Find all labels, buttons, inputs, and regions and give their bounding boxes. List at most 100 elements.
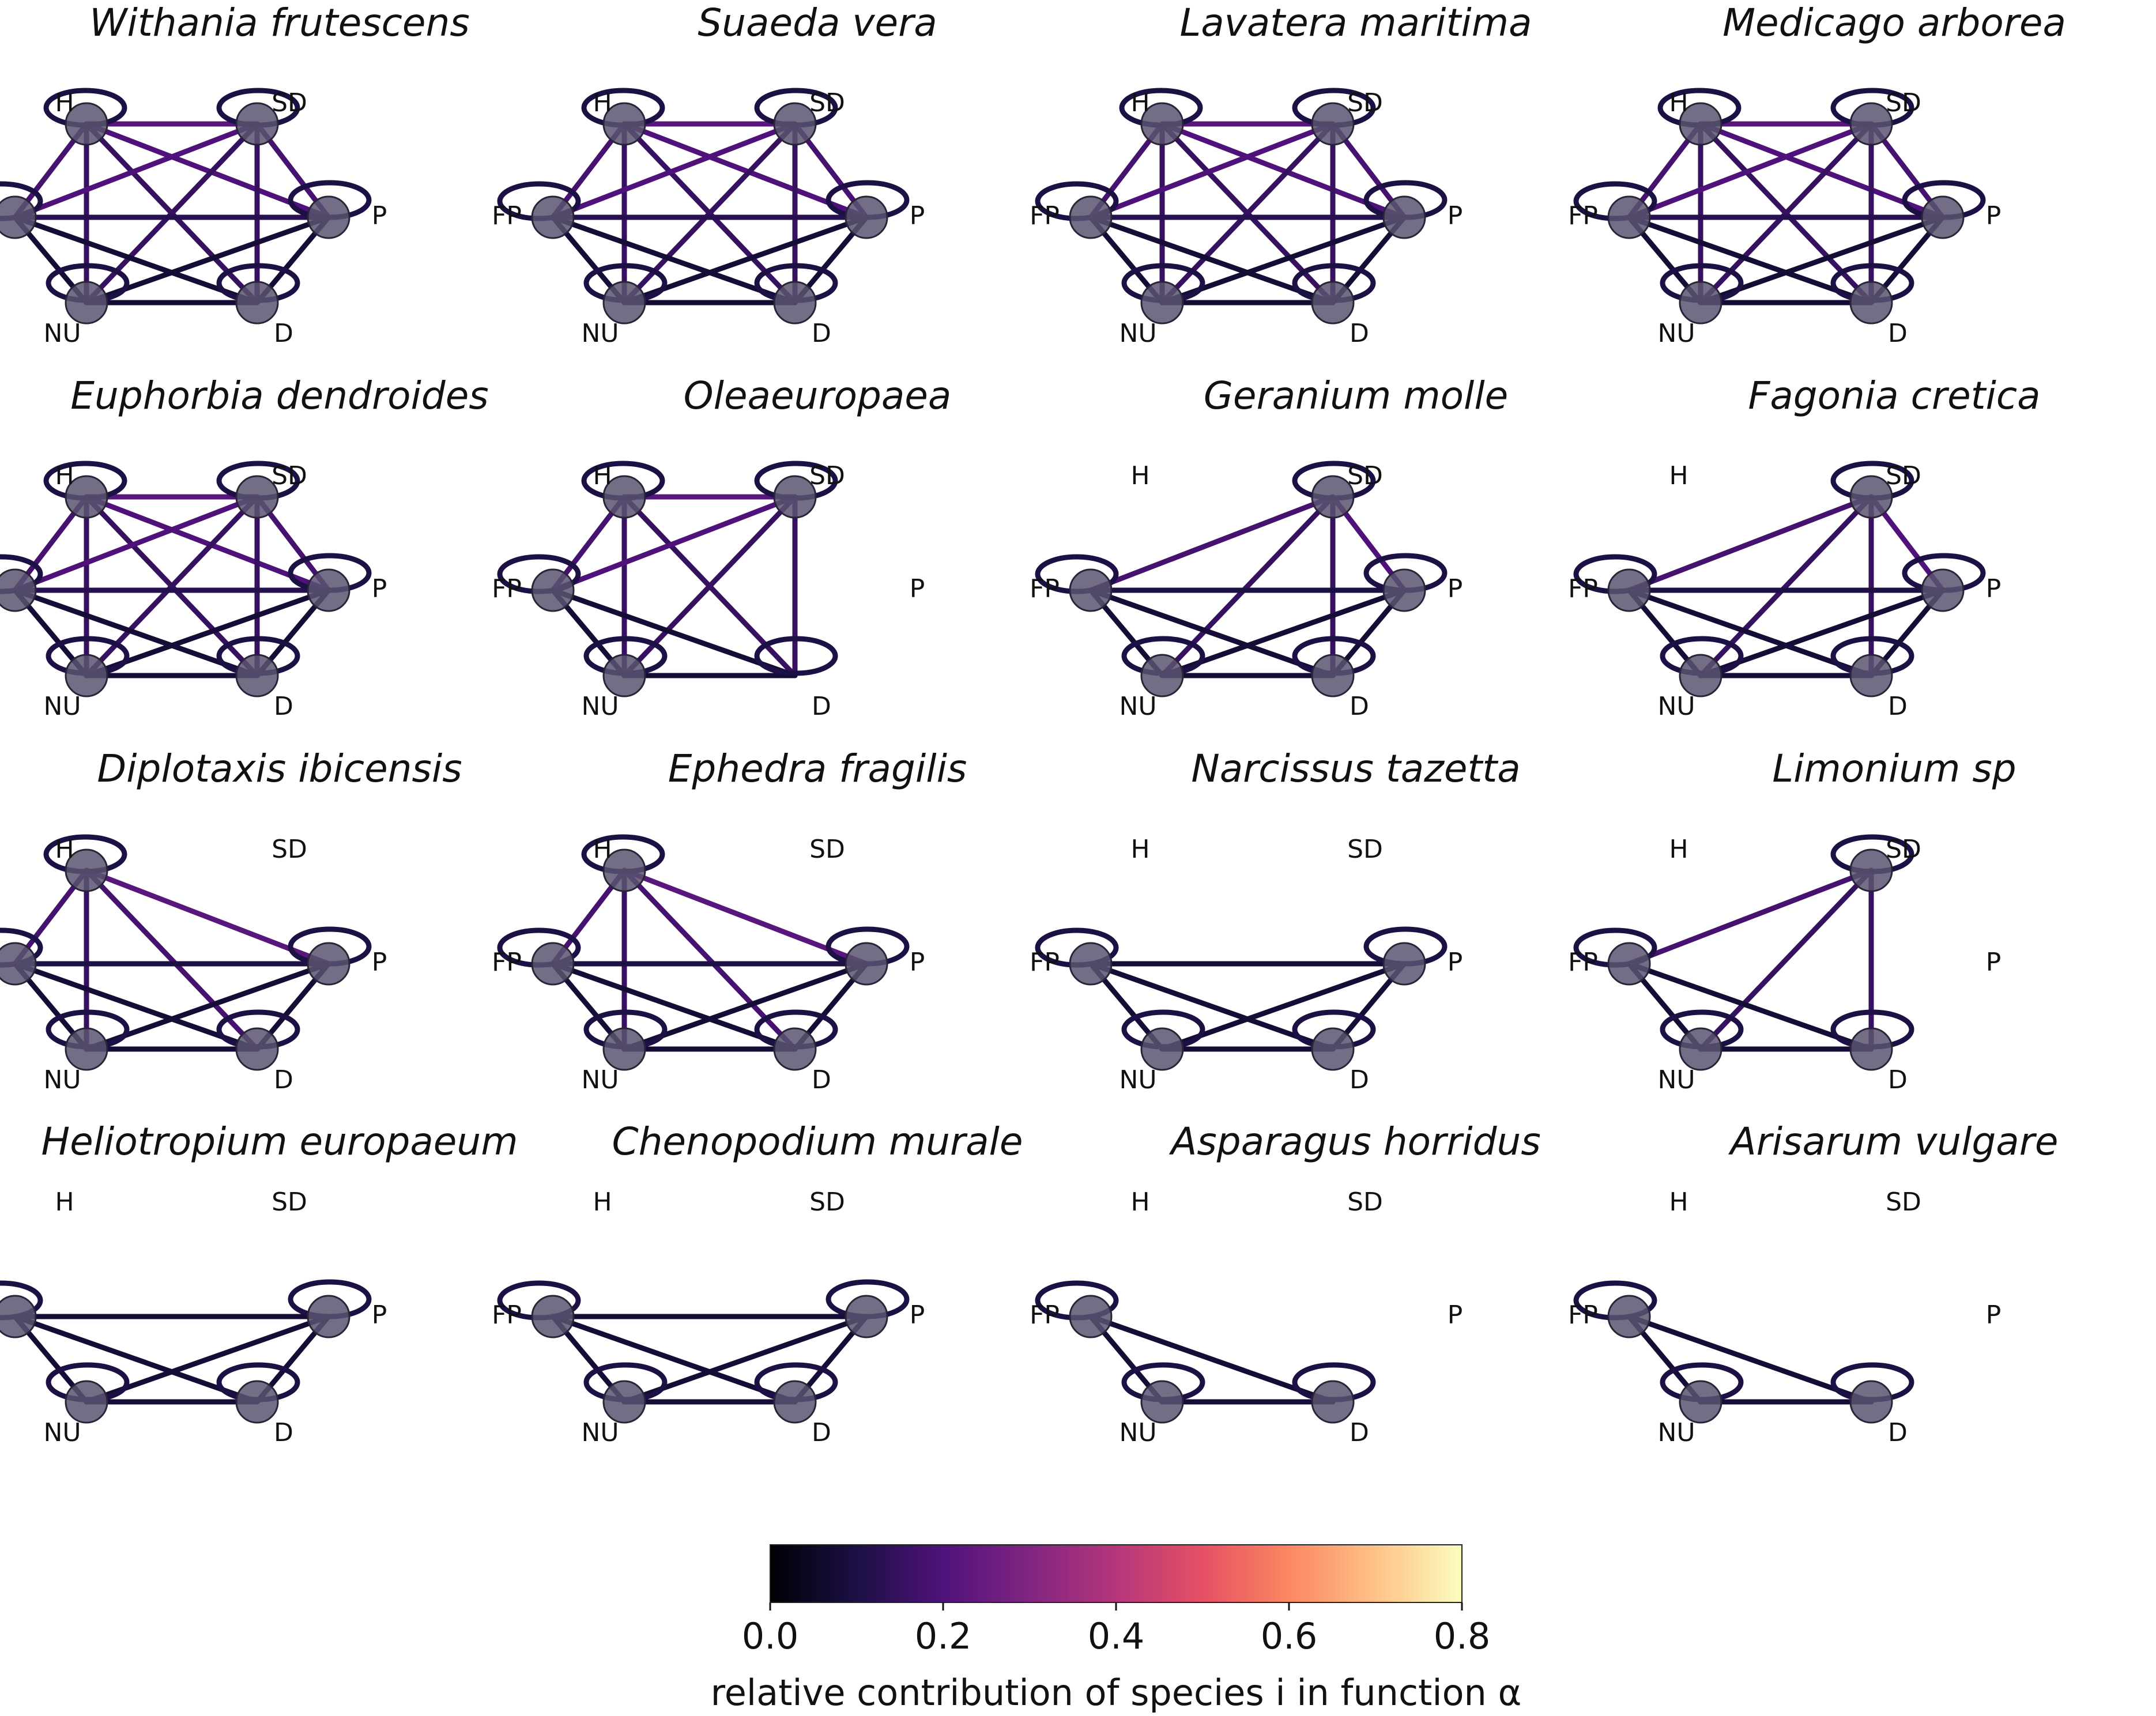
edge-SD-NU bbox=[1159, 494, 1336, 678]
panel-euphorbia-dendroides: Euphorbia dendroidesHSDFPPNUD bbox=[0, 374, 489, 721]
node-label-H: H bbox=[593, 1187, 612, 1217]
edge-SD-FP bbox=[1626, 494, 1874, 593]
node-label-SD: SD bbox=[1347, 835, 1383, 864]
node-SD bbox=[773, 102, 817, 146]
network-panels: Withania frutescens H SD FP P NU D Suaeda vera H… bbox=[0, 1, 2066, 1447]
node-NU bbox=[1679, 654, 1722, 697]
node-label-NU: NU bbox=[581, 1418, 619, 1447]
node-NU bbox=[1679, 1380, 1722, 1424]
node-label-H: H bbox=[1669, 1187, 1688, 1217]
node-label-FP: FP bbox=[492, 574, 522, 604]
node-H bbox=[1140, 102, 1184, 146]
edge-FP-D bbox=[1626, 214, 1874, 306]
node-label-P: P bbox=[372, 574, 387, 604]
node-FP bbox=[0, 1295, 37, 1338]
edge-FP-D bbox=[1088, 961, 1336, 1052]
node-label-H: H bbox=[593, 88, 612, 118]
node-label-FP: FP bbox=[1568, 1300, 1598, 1330]
node-SD bbox=[235, 475, 279, 519]
panel-withania-frutescens: Withania frutescensHSDFPPNUD bbox=[0, 1, 470, 348]
panel-narcissus-tazetta: Narcissus tazetta H SD FP P NU D bbox=[1030, 746, 1521, 1095]
edge-SD-FP bbox=[1626, 121, 1874, 220]
node-label-NU: NU bbox=[43, 692, 81, 721]
node-label-NU: NU bbox=[1657, 1065, 1695, 1095]
node-label-SD: SD bbox=[272, 88, 307, 118]
panel-title: Medicago arborea bbox=[1722, 1, 2066, 45]
node-label-D: D bbox=[1888, 319, 1908, 348]
edge-FP-D bbox=[550, 961, 798, 1052]
panel-title: Geranium molle bbox=[1204, 374, 1509, 418]
node-NU bbox=[65, 1380, 108, 1424]
node-D bbox=[1311, 1380, 1355, 1424]
node-label-D: D bbox=[812, 692, 831, 721]
node-FP bbox=[0, 195, 37, 239]
edge-FP-D bbox=[1088, 1314, 1336, 1405]
node-label-SD: SD bbox=[1886, 88, 1921, 118]
node-H bbox=[602, 475, 646, 519]
panel-arisarum-vulgare: Arisarum vulgare H SD FP P NU D bbox=[1568, 1119, 2058, 1447]
panel-title: Asparagus horridus bbox=[1169, 1119, 1540, 1164]
node-label-D: D bbox=[1350, 692, 1369, 721]
node-NU bbox=[1140, 1380, 1184, 1424]
node-label-FP: FP bbox=[1030, 1300, 1060, 1330]
node-FP bbox=[0, 568, 37, 612]
edge-SD-FP bbox=[1626, 868, 1874, 967]
node-D bbox=[773, 1027, 817, 1071]
colorbar-ticks: 0.0 0.2 0.4 0.6 0.8 bbox=[742, 1602, 1490, 1657]
colorbar: 0.0 0.2 0.4 0.6 0.8 relative contribution of… bbox=[711, 1544, 1521, 1714]
edge-FP-D bbox=[1088, 587, 1336, 678]
node-label-NU: NU bbox=[43, 1065, 81, 1095]
node-label-FP: FP bbox=[492, 201, 522, 231]
node-label-H: H bbox=[1130, 835, 1149, 864]
node-H bbox=[65, 475, 108, 519]
edge-SD-FP bbox=[12, 121, 260, 220]
node-label-P: P bbox=[1448, 1300, 1463, 1330]
node-label-D: D bbox=[1888, 1065, 1908, 1095]
edge-FP-D bbox=[550, 587, 798, 678]
edge-FP-D bbox=[1626, 587, 1874, 678]
node-label-H: H bbox=[55, 1187, 74, 1217]
node-label-NU: NU bbox=[581, 319, 619, 348]
node-label-P: P bbox=[1986, 948, 2002, 977]
node-label-SD: SD bbox=[272, 835, 307, 864]
node-FP bbox=[531, 942, 575, 986]
panel-title: Fagonia cretica bbox=[1748, 374, 2040, 418]
node-label-P: P bbox=[910, 948, 925, 977]
node-P bbox=[1921, 568, 1965, 612]
node-label-SD: SD bbox=[272, 461, 307, 491]
edge-FP-D bbox=[12, 214, 260, 306]
node-label-D: D bbox=[1350, 1418, 1369, 1447]
node-P bbox=[307, 568, 350, 612]
node-label-H: H bbox=[1669, 835, 1688, 864]
node-label-FP: FP bbox=[1030, 574, 1060, 604]
panel-geranium-molle: Geranium molle H SD FP P NU D bbox=[1030, 374, 1508, 721]
node-D bbox=[1311, 1027, 1355, 1071]
node-label-H: H bbox=[1130, 88, 1149, 118]
panel-title: Suaeda vera bbox=[698, 1, 937, 45]
node-label-D: D bbox=[274, 1065, 293, 1095]
edge-SD-FP bbox=[12, 494, 260, 593]
node-label-H: H bbox=[1130, 1187, 1149, 1217]
node-FP bbox=[1607, 195, 1651, 239]
panel-title: Arisarum vulgare bbox=[1728, 1119, 2059, 1164]
panel-title: Limonium sp bbox=[1772, 746, 2016, 791]
node-P bbox=[845, 1295, 888, 1338]
colorbar-tick-label: 0.6 bbox=[1261, 1615, 1318, 1657]
node-label-SD: SD bbox=[809, 461, 845, 491]
node-label-FP: FP bbox=[1568, 201, 1598, 231]
panel-title: Ephedra fragilis bbox=[668, 746, 967, 791]
node-label-P: P bbox=[910, 1300, 925, 1330]
node-FP bbox=[1069, 942, 1113, 986]
node-label-P: P bbox=[1448, 948, 1463, 977]
node-NU bbox=[602, 654, 646, 697]
node-label-SD: SD bbox=[1886, 835, 1921, 864]
node-FP bbox=[1069, 1295, 1113, 1338]
panel-oleaeuropaea: Oleaeuropaea H SD FP P NU D bbox=[492, 374, 951, 721]
edge-FP-D bbox=[1626, 1314, 1874, 1405]
node-NU bbox=[602, 1380, 646, 1424]
node-NU bbox=[1679, 1027, 1722, 1071]
node-label-D: D bbox=[1888, 1418, 1908, 1447]
node-label-P: P bbox=[372, 1300, 387, 1330]
